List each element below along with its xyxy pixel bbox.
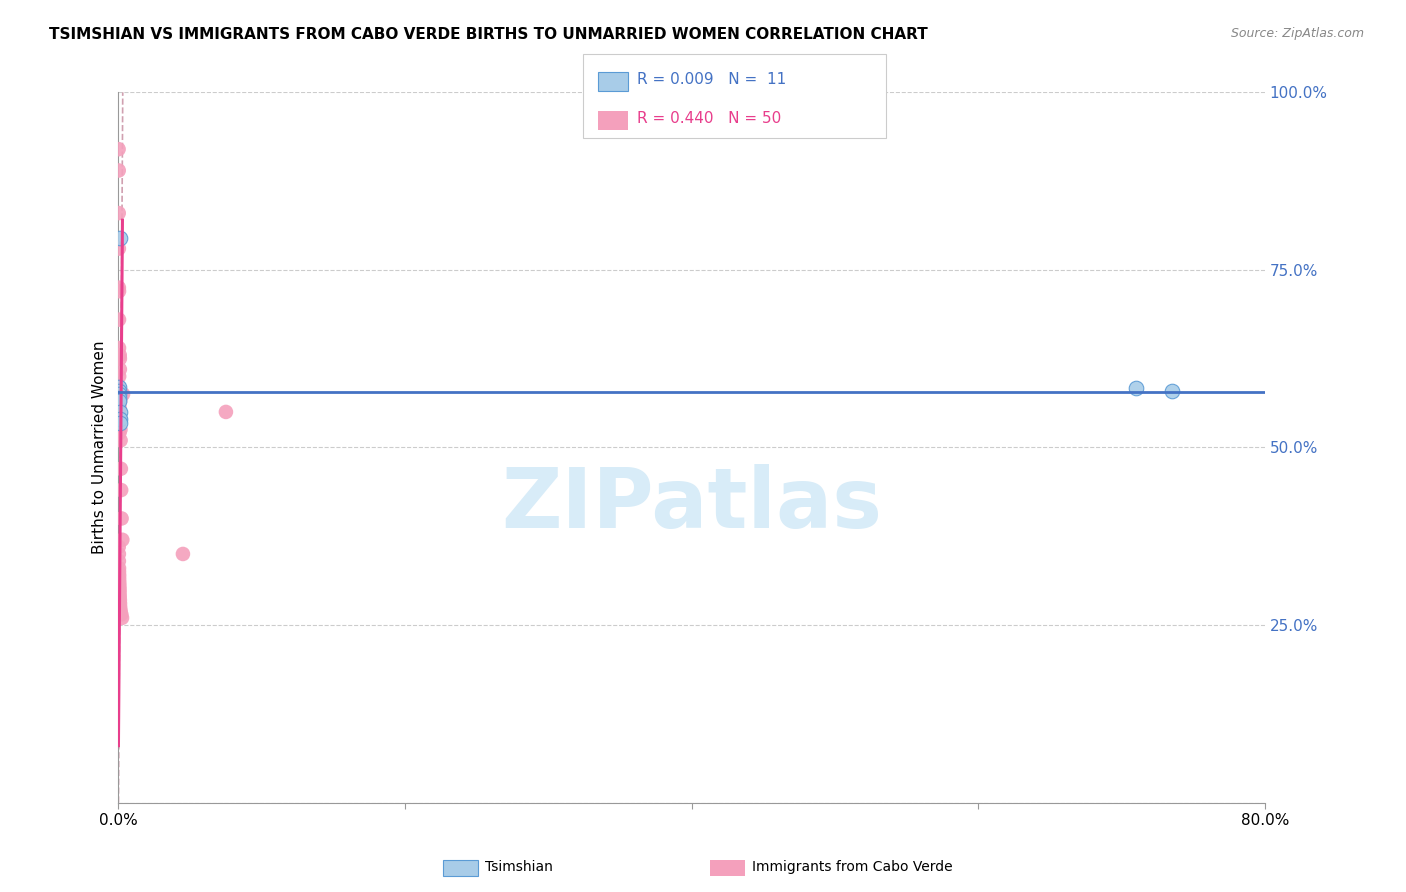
- Point: [112, 387, 135, 401]
- Point: [110, 434, 132, 448]
- Text: ZIPatlas: ZIPatlas: [501, 464, 882, 545]
- Point: [1160, 384, 1182, 398]
- Point: [108, 231, 131, 245]
- Point: [108, 398, 131, 412]
- Point: [108, 384, 131, 398]
- Text: Tsimshian: Tsimshian: [485, 860, 553, 874]
- Point: [110, 423, 132, 437]
- Point: [111, 533, 134, 547]
- Point: [108, 280, 131, 294]
- Point: [108, 409, 131, 423]
- Point: [108, 362, 131, 376]
- Point: [108, 586, 131, 600]
- Point: [108, 593, 131, 607]
- Point: [110, 607, 132, 622]
- Text: Immigrants from Cabo Verde: Immigrants from Cabo Verde: [752, 860, 953, 874]
- Point: [108, 391, 131, 405]
- Point: [108, 394, 131, 409]
- Point: [108, 312, 131, 326]
- Point: [108, 572, 131, 586]
- Point: [110, 483, 132, 497]
- Point: [108, 391, 131, 405]
- Point: [108, 384, 131, 398]
- Point: [108, 568, 131, 582]
- Point: [108, 369, 131, 384]
- Point: [108, 351, 131, 366]
- Point: [110, 416, 132, 430]
- Point: [108, 547, 131, 561]
- Text: R = 0.440   N = 50: R = 0.440 N = 50: [637, 112, 782, 127]
- Point: [108, 582, 131, 597]
- Point: [1125, 382, 1147, 396]
- Point: [107, 206, 129, 220]
- Point: [107, 163, 129, 178]
- Text: Source: ZipAtlas.com: Source: ZipAtlas.com: [1230, 27, 1364, 40]
- Point: [107, 142, 129, 156]
- Y-axis label: Births to Unmarried Women: Births to Unmarried Women: [93, 341, 107, 554]
- Point: [108, 405, 131, 419]
- Text: TSIMSHIAN VS IMMIGRANTS FROM CABO VERDE BIRTHS TO UNMARRIED WOMEN CORRELATION CH: TSIMSHIAN VS IMMIGRANTS FROM CABO VERDE …: [49, 27, 928, 42]
- Point: [108, 597, 131, 611]
- Point: [108, 554, 131, 568]
- Point: [107, 540, 129, 554]
- Point: [108, 579, 131, 593]
- Point: [110, 412, 132, 426]
- Point: [108, 426, 131, 441]
- Point: [108, 284, 131, 298]
- Point: [108, 575, 131, 590]
- Point: [108, 341, 131, 355]
- Point: [110, 511, 132, 525]
- Point: [215, 405, 238, 419]
- Point: [108, 565, 131, 579]
- Text: R = 0.009   N =  11: R = 0.009 N = 11: [637, 72, 786, 87]
- Point: [108, 561, 131, 575]
- Point: [108, 380, 131, 394]
- Point: [108, 387, 131, 401]
- Point: [107, 380, 129, 394]
- Point: [108, 394, 131, 409]
- Point: [108, 387, 131, 401]
- Point: [108, 590, 131, 604]
- Point: [108, 600, 131, 615]
- Point: [111, 611, 134, 625]
- Point: [108, 387, 131, 401]
- Point: [110, 462, 132, 476]
- Point: [172, 547, 194, 561]
- Point: [110, 604, 132, 618]
- Point: [108, 348, 131, 362]
- Point: [108, 412, 131, 426]
- Point: [108, 401, 131, 416]
- Point: [108, 242, 131, 256]
